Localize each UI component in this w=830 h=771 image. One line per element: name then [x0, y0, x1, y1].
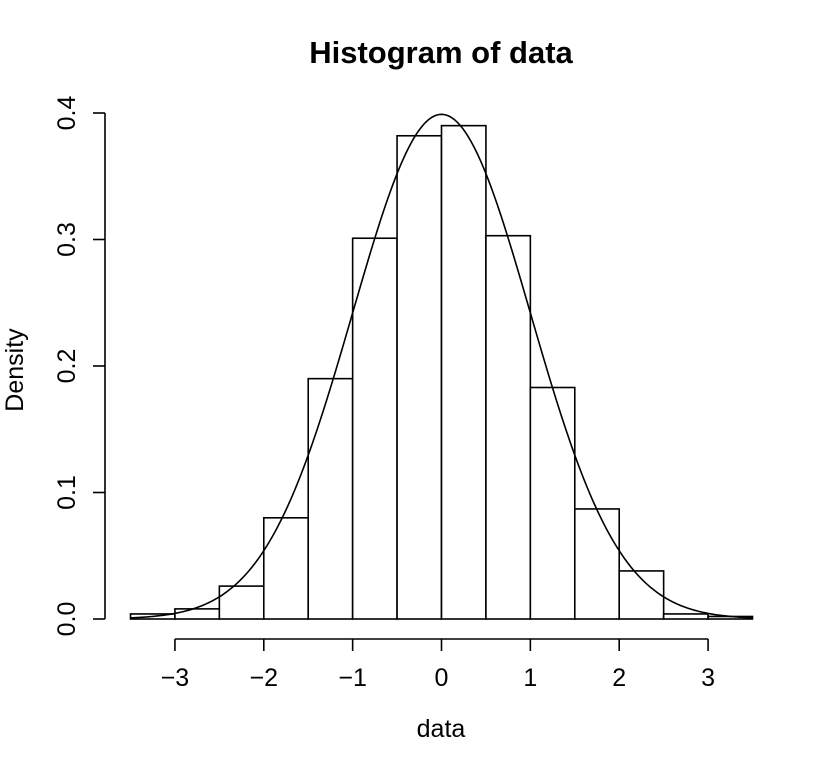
histogram-bar [529, 386, 576, 620]
x-tick-label: 2 [612, 664, 626, 692]
x-tick-label: 1 [523, 664, 537, 692]
x-tick-label: −2 [250, 664, 279, 692]
x-tick-label: −3 [161, 664, 190, 692]
chart-title: Histogram of data [309, 35, 573, 70]
y-tick-label: 0.2 [53, 349, 81, 384]
y-axis: 0.0 0.1 0.2 0.3 0.4 [53, 96, 106, 637]
x-tick-label: 3 [701, 664, 715, 692]
histogram-bar [218, 585, 265, 620]
histogram-bar [174, 608, 221, 620]
histogram-bars [129, 124, 754, 620]
histogram-bar [262, 516, 310, 620]
x-tick-label: 0 [435, 664, 449, 692]
histogram-bar [351, 237, 398, 620]
x-axis-label: data [417, 715, 466, 743]
y-tick-label: 0.4 [53, 96, 81, 131]
x-tick-label: −1 [338, 664, 367, 692]
histogram-bar [440, 124, 487, 620]
y-tick-label: 0.0 [53, 602, 81, 637]
histogram-bar [573, 508, 621, 620]
x-axis: −3 −2 −1 0 1 2 3 [161, 638, 715, 692]
y-axis-label: Density [1, 328, 29, 412]
y-tick-label: 0.1 [53, 475, 81, 510]
histogram-bar [485, 234, 532, 620]
histogram-bar [307, 377, 354, 620]
density-curve [130, 113, 753, 619]
histogram-bar [662, 613, 709, 620]
histogram-bar [396, 134, 443, 620]
y-tick-label: 0.3 [53, 222, 81, 257]
histogram-bar [618, 570, 665, 620]
